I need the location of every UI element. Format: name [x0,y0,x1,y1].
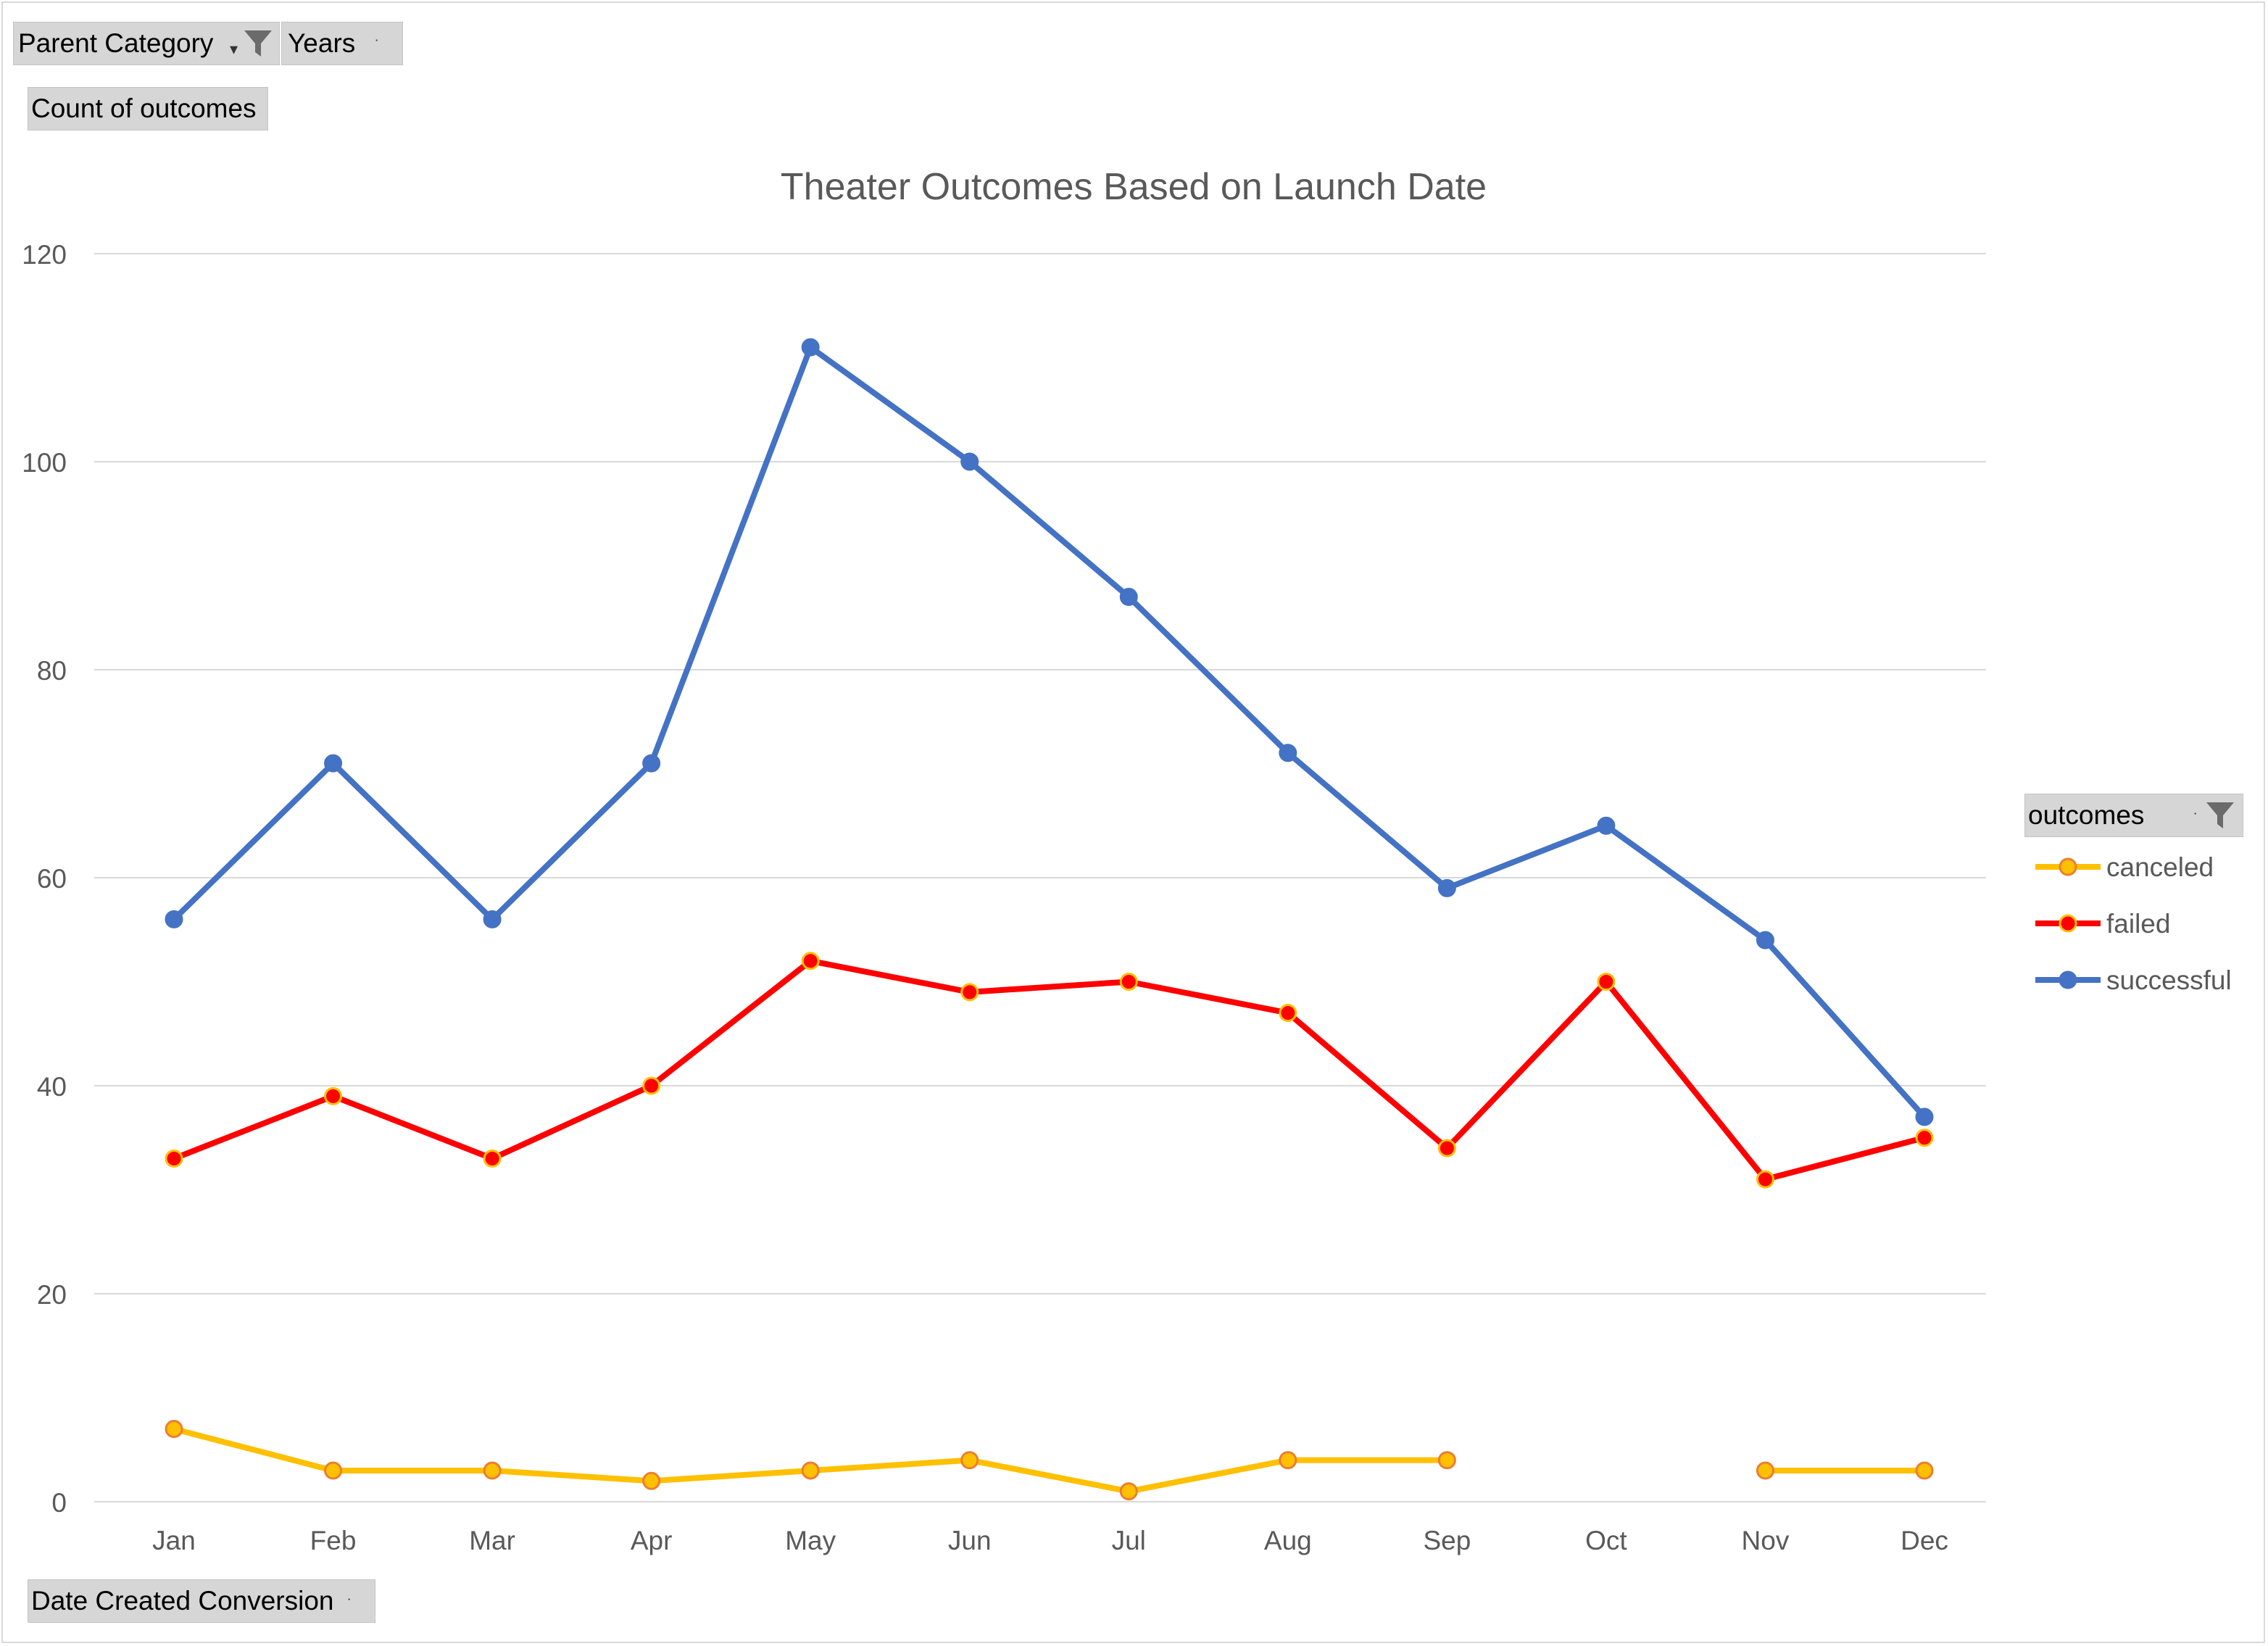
legend-label: successful [2106,965,2232,995]
legend-label: failed [2106,909,2170,939]
data-point-successful [483,910,502,928]
data-point-failed [801,952,820,970]
data-point-successful [165,910,183,928]
parent-category-filter-button[interactable]: Parent Category ▾ [13,22,280,65]
data-point-failed [483,1149,502,1168]
series-line-canceled [173,1426,1447,1495]
data-point-failed [642,1076,661,1095]
data-point-failed [1437,1139,1456,1157]
chevron-down-icon: ▾ [230,40,238,58]
data-point-successful [324,754,343,773]
series-line-failed [173,957,1926,1183]
data-point-canceled [483,1461,502,1480]
outcomes-legend-field-button[interactable]: outcomes ˙ [2024,794,2243,837]
x-axis-ticks: Jan Feb Mar Apr May Jun Jul Aug Sep Oct Nov Dec [152,1526,1948,1555]
y-axis-ticks: 0 20 40 60 80 100 120 [22,240,67,1518]
data-point-successful [1597,816,1616,835]
legend-field-label: outcomes [2028,800,2145,830]
series-lines [172,344,1927,1495]
y-tick-label: 0 [51,1488,67,1518]
x-tick-label: Oct [1585,1526,1627,1555]
data-point-successful [1756,931,1774,949]
values-field-label: Count of outcomes [31,93,257,123]
y-tick-label: 120 [22,240,67,270]
data-point-failed [960,983,979,1002]
legend-marker [2059,914,2077,933]
data-point-canceled [1915,1461,1934,1480]
data-point-canceled [801,1461,820,1480]
y-tick-label: 20 [37,1280,67,1310]
data-point-successful [801,338,820,357]
x-tick-label: Jul [1112,1526,1146,1555]
data-point-canceled [642,1471,661,1490]
chart-title: Theater Outcomes Based on Launch Date [781,166,1487,208]
data-point-failed [1119,973,1138,991]
data-point-successful [960,452,979,471]
y-tick-label: 80 [37,656,67,686]
legend-item-failed: failed [2035,909,2170,939]
data-point-failed [1279,1004,1297,1023]
data-point-successful [1279,744,1297,762]
data-point-canceled [1437,1451,1456,1470]
data-point-failed [1756,1170,1774,1189]
filter-funnel-icon [244,30,272,57]
chevron-down-icon: ˙ [2193,810,2199,828]
grid-lines [94,253,1986,1502]
data-point-failed [1597,973,1616,991]
y-tick-label: 100 [22,448,67,478]
chevron-down-icon: ˙ [375,37,381,55]
x-tick-label: Jun [948,1526,992,1555]
parent-category-label: Parent Category [18,28,214,58]
legend-item-successful: successful [2035,965,2232,995]
legend-marker [2059,857,2077,876]
y-tick-label: 40 [37,1072,67,1102]
chevron-down-icon: ˙ [347,1596,353,1614]
data-point-successful [1915,1107,1934,1126]
legend: canceled failed successful [2035,852,2232,995]
years-label: Years [288,28,356,58]
date-created-axis-field-button[interactable]: Date Created Conversion ˙ [28,1579,375,1623]
legend-label: canceled [2106,852,2214,882]
x-tick-label: Aug [1264,1526,1312,1555]
x-tick-label: Sep [1423,1526,1471,1555]
x-tick-label: Mar [469,1526,515,1555]
data-point-failed [324,1086,343,1105]
data-point-canceled [960,1451,979,1470]
data-point-canceled [1756,1461,1774,1480]
data-point-failed [165,1149,183,1168]
data-point-canceled [1119,1482,1138,1501]
data-point-failed [1915,1128,1934,1147]
data-point-canceled [324,1461,343,1480]
data-point-successful [1119,588,1138,607]
data-point-successful [642,754,661,773]
data-point-canceled [1279,1451,1297,1470]
years-filter-button[interactable]: Years ˙ [281,22,403,65]
x-tick-label: Dec [1901,1526,1948,1555]
filter-funnel-icon [2206,802,2234,828]
x-tick-label: Feb [310,1526,357,1555]
data-point-successful [1437,878,1456,897]
series-line-successful [172,344,1927,1119]
x-tick-label: Nov [1742,1526,1790,1555]
legend-item-canceled: canceled [2035,852,2214,882]
x-tick-label: May [785,1526,836,1555]
y-tick-label: 60 [37,864,67,894]
x-tick-label: Apr [631,1526,673,1555]
series-points [165,338,1934,1501]
legend-marker [2059,970,2077,989]
x-tick-label: Jan [152,1526,196,1555]
values-field-button[interactable]: Count of outcomes [28,87,268,130]
data-point-canceled [165,1420,183,1439]
axis-field-label: Date Created Conversion [31,1586,334,1616]
